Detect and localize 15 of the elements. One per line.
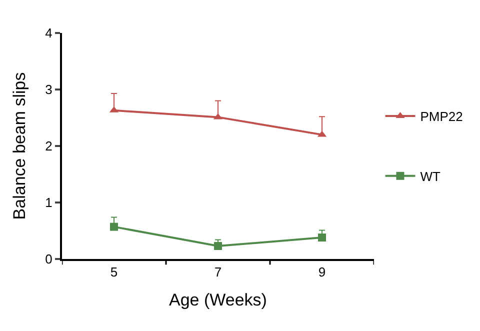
x-tick-label: 7 <box>214 264 222 280</box>
legend-label: WT <box>420 168 441 184</box>
y-tick-label: 0 <box>45 252 52 267</box>
x-axis-title: Age (Weeks) <box>169 290 267 310</box>
x-tick-label: 5 <box>110 264 118 280</box>
y-tick-label: 3 <box>45 82 52 98</box>
point <box>214 242 222 250</box>
y-tick-label: 1 <box>45 195 52 210</box>
y-tick-label: 2 <box>45 138 52 154</box>
y-tick-label: 4 <box>45 26 52 41</box>
legend-label: PMP22 <box>420 109 463 124</box>
point <box>318 234 326 242</box>
y-axis-title: Balance beam slips <box>10 72 30 220</box>
point <box>110 222 118 231</box>
x-tick-label: 9 <box>318 264 326 280</box>
